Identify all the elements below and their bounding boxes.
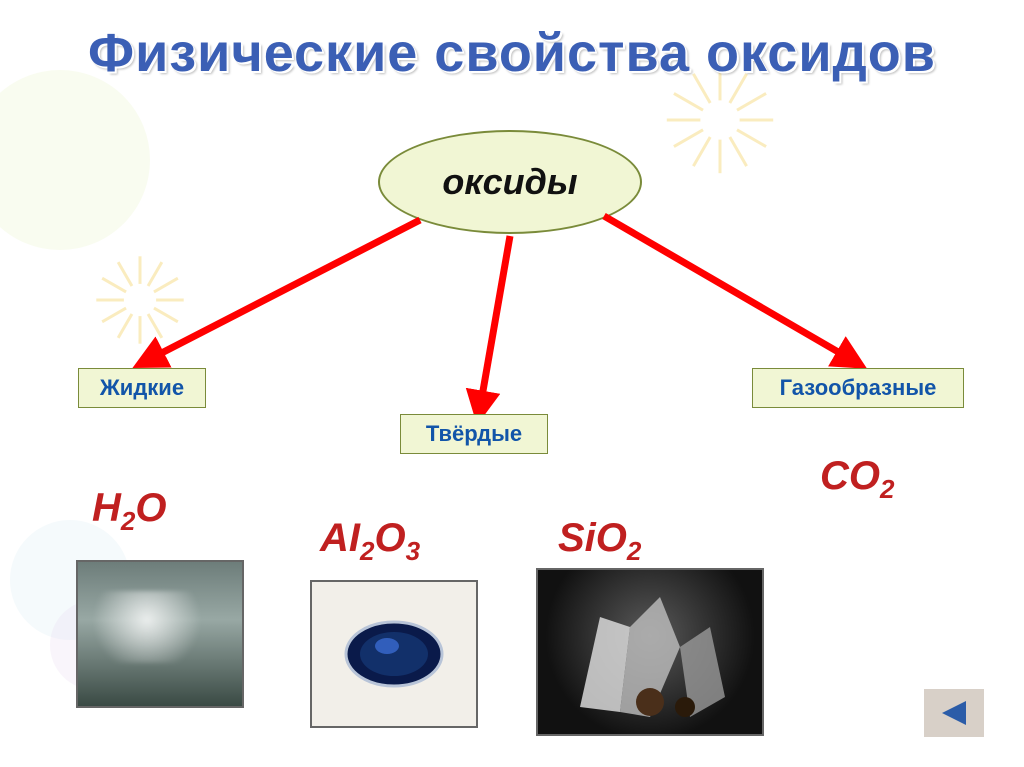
gem-icon: [339, 614, 449, 694]
branch-solid: Твёрдые: [400, 414, 548, 454]
image-water-wave: [76, 560, 244, 708]
image-quartz-crystals: [536, 568, 764, 736]
branch-liquid: Жидкие: [78, 368, 206, 408]
formula-sio2: SiO2: [558, 518, 641, 564]
slide: Физические свойства оксидов оксиды Жидки…: [0, 0, 1024, 767]
formula-co2: CO2: [820, 456, 894, 502]
branch-liquid-label: Жидкие: [100, 375, 184, 400]
back-button[interactable]: [924, 689, 984, 737]
formula-h2o: H2O: [92, 488, 166, 534]
branch-solid-label: Твёрдые: [426, 421, 522, 446]
branch-gaseous: Газообразные: [752, 368, 964, 408]
branch-gaseous-label: Газообразные: [780, 375, 937, 400]
formula-al2o3: AI2O3: [320, 518, 420, 564]
triangle-left-icon: [938, 699, 970, 727]
image-sapphire-gem: [310, 580, 478, 728]
crystal-icon: [550, 577, 750, 727]
